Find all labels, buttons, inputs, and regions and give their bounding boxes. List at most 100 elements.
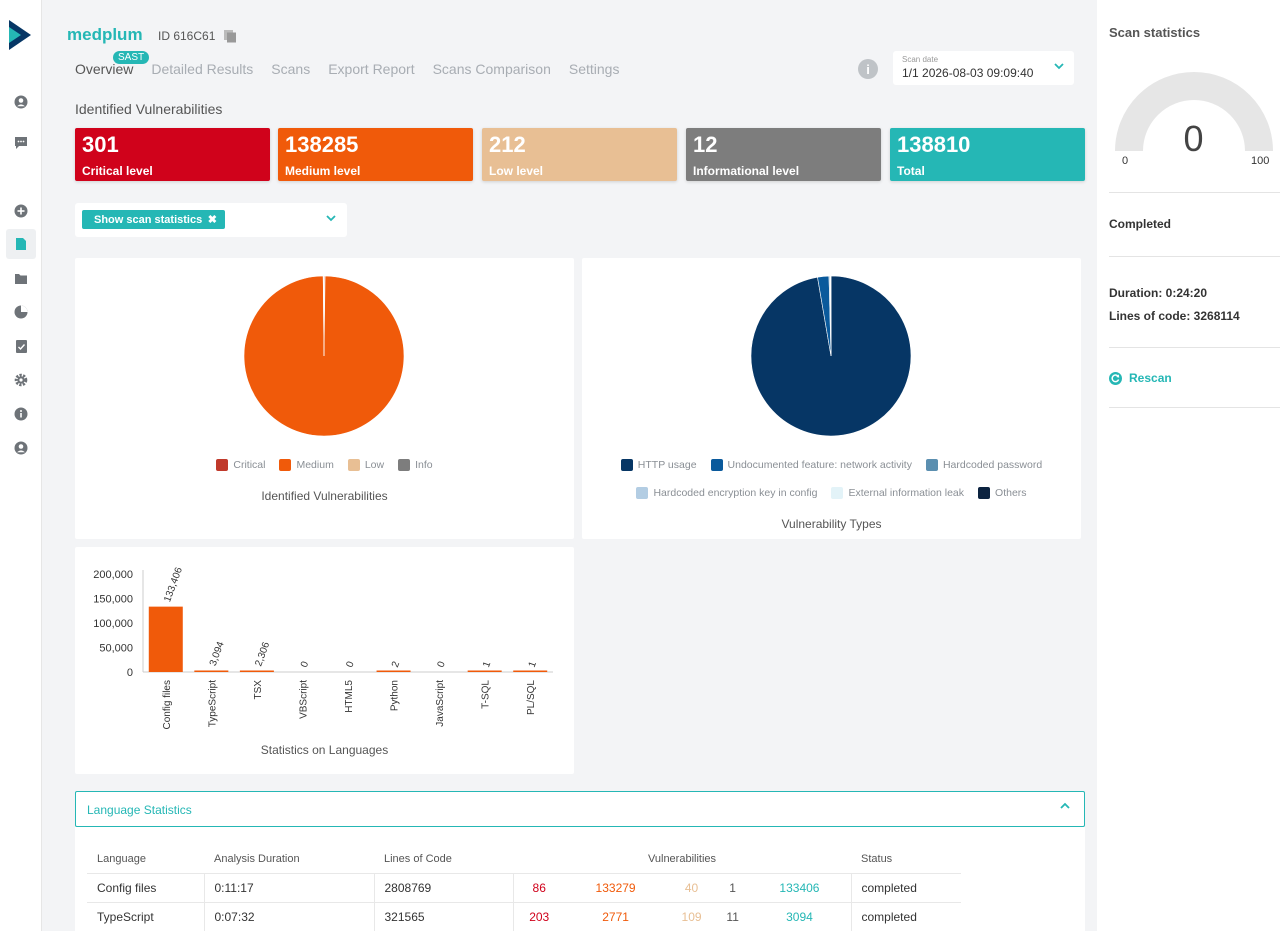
col-status: Status: [861, 852, 893, 865]
pie2-legend-row2: Hardcoded encryption key in config Extern…: [582, 487, 1081, 499]
divider: [1109, 256, 1280, 257]
card-informational[interactable]: 12 Informational level: [686, 128, 881, 181]
table-row[interactable]: TypeScript 0:07:32 321565 203 2771 109 11 3094 c…: [87, 901, 961, 931]
lang-cell-loc: 2808769: [373, 872, 513, 902]
sast-badge: SAST: [113, 51, 150, 64]
bar-value-label: 1: [527, 660, 539, 669]
add-icon[interactable]: [12, 202, 30, 220]
identified-vulnerabilities-panel: Critical Medium Low Info Identified Vulnera…: [75, 258, 574, 539]
card-medium[interactable]: 138285 Medium level: [278, 128, 473, 181]
bar-pl-sql[interactable]: [513, 670, 548, 673]
pie-chart-icon[interactable]: [12, 303, 30, 321]
rescan-icon: [1109, 371, 1122, 385]
divider: [1109, 192, 1280, 193]
chevron-up-icon[interactable]: [1060, 802, 1070, 810]
bar-tsx[interactable]: [239, 670, 274, 673]
language-statistics-table: Language Analysis Duration Lines of Code…: [87, 845, 961, 931]
info-button[interactable]: i: [858, 59, 878, 79]
legend-label: Info: [415, 459, 433, 471]
bar-python[interactable]: [376, 670, 411, 673]
bar-config-files[interactable]: [148, 606, 183, 672]
legend-item[interactable]: Medium: [279, 459, 334, 471]
lang-cell-low: 109: [666, 901, 717, 931]
filter-bar[interactable]: Show scan statistics ✖: [75, 203, 347, 237]
col-language: Language: [97, 852, 146, 865]
legend-item[interactable]: Critical: [216, 459, 265, 471]
scan-duration: Duration: 0:24:20: [1109, 286, 1208, 300]
language-statistics-header[interactable]: Language Statistics: [75, 791, 1085, 827]
copy-icon[interactable]: [223, 29, 237, 43]
show-scan-statistics-chip[interactable]: Show scan statistics ✖: [82, 210, 225, 229]
bar-typescript[interactable]: [194, 670, 229, 672]
divider: [1109, 407, 1280, 408]
card-value: 138285: [285, 132, 359, 157]
app-logo-icon[interactable]: [7, 18, 33, 52]
y-tick-label: 0: [127, 667, 133, 679]
legend-item[interactable]: Low: [347, 459, 384, 471]
legend-swatch: [620, 459, 633, 471]
account-icon[interactable]: [12, 439, 30, 457]
legend-swatch: [978, 487, 991, 499]
x-category-label: Config files: [162, 680, 173, 729]
legend-item[interactable]: Hardcoded password: [925, 459, 1042, 471]
legend-swatch: [216, 459, 229, 471]
tab-scans-comparison[interactable]: Scans Comparison: [432, 61, 551, 77]
tab-detailed-results[interactable]: Detailed Results: [151, 61, 254, 77]
vulnerability-types-pie: [750, 275, 912, 437]
legend-item[interactable]: Undocumented feature: network activity: [710, 459, 912, 471]
legend-swatch: [636, 487, 649, 499]
x-category-label: JavaScript: [435, 680, 446, 727]
gauge-value: 0: [1183, 118, 1204, 159]
x-category-label: PL/SQL: [526, 680, 537, 715]
chat-icon[interactable]: [12, 134, 30, 152]
legend-item[interactable]: Hardcoded encryption key in config: [636, 487, 817, 499]
legend-label: Undocumented feature: network activity: [727, 459, 912, 471]
scan-date-select[interactable]: Scan date 1/1 2026-08-03 09:09:40: [893, 51, 1074, 85]
card-total[interactable]: 138810 Total: [890, 128, 1085, 181]
gear-icon[interactable]: [12, 371, 30, 389]
card-value: 301: [82, 132, 119, 157]
rescan-button[interactable]: Rescan: [1109, 371, 1172, 385]
legend-item[interactable]: Others: [978, 487, 1027, 499]
scan-statistics-panel: Scan statistics 0 0 100 Completed Durati…: [1097, 0, 1280, 931]
tab-export-report[interactable]: Export Report: [328, 61, 415, 77]
document-icon[interactable]: [6, 229, 36, 259]
scan-date-label: Scan date: [902, 55, 939, 64]
lang-cell-info: 11: [716, 901, 749, 931]
chevron-down-icon[interactable]: [326, 214, 336, 222]
tab-overview[interactable]: Overview: [75, 61, 134, 77]
legend-item[interactable]: External information leak: [831, 487, 964, 499]
lang-cell-medium: 2771: [564, 901, 667, 931]
gauge-min: 0: [1122, 155, 1129, 167]
legend-item[interactable]: Info: [398, 459, 433, 471]
bar-t-sql[interactable]: [467, 670, 502, 673]
chevron-down-icon: [1054, 63, 1064, 70]
legend-swatch: [347, 459, 360, 471]
scan-lines-of-code: Lines of code: 3268114: [1109, 309, 1240, 323]
x-category-label: TSX: [253, 680, 264, 700]
legend-swatch: [398, 459, 411, 471]
lang-cell-info: 1: [716, 872, 749, 902]
user-icon[interactable]: [12, 93, 30, 111]
card-label: Critical level: [82, 164, 153, 178]
lang-cell-medium: 133279: [564, 872, 667, 902]
folder-icon[interactable]: [12, 270, 30, 288]
lang-cell-total: 3094: [748, 901, 851, 931]
card-low[interactable]: 212 Low level: [482, 128, 677, 181]
languages-bar-panel: 200,000 150,000 100,000 50,000 0 133,406 Confi…: [75, 547, 574, 774]
tab-scans[interactable]: Scans: [271, 61, 311, 77]
x-category-label: Python: [390, 680, 401, 711]
report-check-icon[interactable]: [12, 337, 30, 355]
scan-date-value: 1/1 2026-08-03 09:09:40: [902, 66, 1034, 80]
card-critical[interactable]: 301 Critical level: [75, 128, 270, 181]
close-icon[interactable]: ✖: [207, 214, 217, 226]
table-row[interactable]: Config files 0:11:17 2808769 86 133279 40 1 133…: [87, 872, 961, 902]
lang-cell-status: completed: [850, 901, 961, 931]
tab-settings[interactable]: Settings: [568, 61, 620, 77]
pie-slice-medium[interactable]: [243, 275, 405, 437]
info-icon[interactable]: [12, 405, 30, 423]
lang-cell-low: 40: [666, 872, 717, 902]
legend-item[interactable]: HTTP usage: [620, 459, 697, 471]
app-id: ID 616C61: [158, 29, 216, 43]
vulnerability-types-panel: HTTP usage Undocumented feature: network …: [582, 258, 1081, 539]
